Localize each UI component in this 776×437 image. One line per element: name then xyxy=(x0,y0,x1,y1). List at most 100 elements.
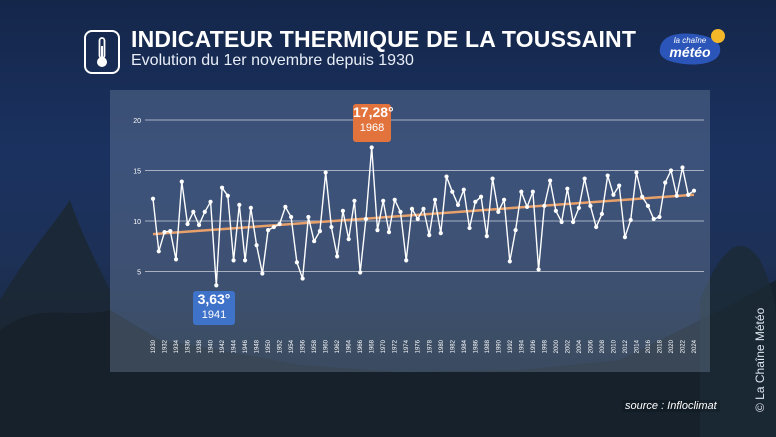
data-point-1967 xyxy=(363,216,369,222)
x-tick-label: 1958 xyxy=(312,339,318,353)
data-point-1978 xyxy=(427,233,432,238)
data-point-1989 xyxy=(490,176,495,181)
x-tick-label: 1954 xyxy=(289,339,295,353)
page-title: INDICATEUR THERMIQUE DE LA TOUSSAINT xyxy=(131,26,637,52)
data-point-1983 xyxy=(455,202,461,207)
data-point-2003 xyxy=(571,219,576,225)
x-tick-label: 1934 xyxy=(174,339,180,353)
data-point-1935 xyxy=(179,179,184,184)
logo-line2: météo xyxy=(669,44,711,60)
credit-label: © La Chaîne Météo xyxy=(753,307,767,412)
data-point-1966 xyxy=(358,270,363,275)
data-point-1962 xyxy=(335,254,340,259)
x-tick-label: 1930 xyxy=(151,339,157,353)
data-point-1949 xyxy=(260,271,265,276)
data-point-1999 xyxy=(548,178,553,183)
data-point-2015 xyxy=(640,194,645,199)
data-point-1979 xyxy=(432,197,438,202)
min-value: 3,63° xyxy=(197,291,231,307)
data-point-1943 xyxy=(225,193,230,198)
data-point-2009 xyxy=(605,173,610,178)
y-tick-label: 10 xyxy=(133,219,141,226)
x-tick-label: 2004 xyxy=(577,339,583,353)
x-tick-label: 1994 xyxy=(519,339,525,353)
x-tick-label: 1984 xyxy=(462,339,468,353)
x-tick-label: 2000 xyxy=(554,339,560,353)
data-point-1956 xyxy=(300,276,305,281)
data-point-2012 xyxy=(622,235,628,240)
data-point-1970 xyxy=(381,198,386,203)
x-tick-label: 1968 xyxy=(370,339,376,353)
x-tick-label: 1980 xyxy=(439,339,445,353)
sun-icon xyxy=(711,29,725,43)
x-tick-label: 1932 xyxy=(163,339,169,353)
data-point-1944 xyxy=(231,258,236,263)
data-point-2007 xyxy=(594,224,599,230)
data-point-2000 xyxy=(553,208,558,213)
data-point-2011 xyxy=(617,183,622,188)
x-tick-label: 2024 xyxy=(692,339,698,353)
data-point-1938 xyxy=(196,222,202,228)
x-tick-label: 2022 xyxy=(680,339,686,353)
x-tick-label: 1988 xyxy=(485,339,491,353)
logo-line1: la chaîne xyxy=(674,36,707,45)
data-point-2023 xyxy=(686,192,691,197)
data-point-1971 xyxy=(386,230,392,235)
x-tick-label: 1966 xyxy=(358,339,364,353)
x-tick-label: 2006 xyxy=(588,339,594,353)
data-point-1959 xyxy=(317,229,323,234)
data-point-1961 xyxy=(329,224,334,230)
data-point-2020 xyxy=(668,168,674,173)
data-point-1963 xyxy=(340,208,346,213)
data-point-1933 xyxy=(168,229,173,234)
x-tick-label: 1938 xyxy=(197,339,203,353)
data-point-1950 xyxy=(266,227,271,233)
x-tick-label: 1972 xyxy=(393,339,399,353)
data-point-1960 xyxy=(323,170,328,175)
max-value: 17,28° xyxy=(353,104,394,120)
data-point-1976 xyxy=(415,216,420,222)
data-point-2018 xyxy=(657,214,662,220)
data-point-2021 xyxy=(674,193,679,198)
x-tick-label: 2020 xyxy=(669,339,675,353)
data-point-1940 xyxy=(208,199,213,204)
trend-line xyxy=(152,193,695,236)
y-tick-label: 15 xyxy=(133,169,141,176)
data-point-1932 xyxy=(162,230,167,235)
data-point-1990 xyxy=(496,209,501,215)
data-point-1964 xyxy=(346,237,351,242)
data-point-2024 xyxy=(691,188,697,193)
data-point-1947 xyxy=(248,205,253,210)
data-point-2019 xyxy=(663,180,668,185)
data-point-1986 xyxy=(473,199,478,204)
x-tick-label: 1962 xyxy=(335,339,341,353)
data-point-2005 xyxy=(582,176,587,181)
data-point-1988 xyxy=(484,234,489,239)
x-tick-label: 1992 xyxy=(508,339,514,353)
data-point-1934 xyxy=(173,257,179,262)
data-point-1937 xyxy=(191,209,196,215)
data-point-2013 xyxy=(628,217,633,223)
data-point-2017 xyxy=(651,216,656,222)
data-point-1936 xyxy=(185,221,190,227)
x-tick-label: 1970 xyxy=(381,339,387,353)
data-point-1968 xyxy=(369,145,374,150)
data-point-2004 xyxy=(576,205,581,210)
data-point-1957 xyxy=(306,214,311,220)
page-subtitle: Evolution du 1er novembre depuis 1930 xyxy=(131,52,414,69)
data-point-1987 xyxy=(478,194,484,199)
x-tick-label: 1982 xyxy=(450,339,456,353)
x-tick-label: 1990 xyxy=(496,339,502,353)
thermometer-icon xyxy=(84,30,120,74)
x-tick-label: 2014 xyxy=(634,339,640,353)
data-point-1996 xyxy=(530,189,535,194)
data-point-1955 xyxy=(294,260,299,265)
data-point-1972 xyxy=(392,197,397,202)
min-callout: 3,63° 1941 xyxy=(193,291,235,325)
data-point-1930 xyxy=(150,196,156,201)
data-point-1952 xyxy=(277,221,282,227)
data-point-2022 xyxy=(680,165,685,170)
x-tick-label: 2018 xyxy=(657,339,663,353)
data-point-1965 xyxy=(352,198,357,203)
